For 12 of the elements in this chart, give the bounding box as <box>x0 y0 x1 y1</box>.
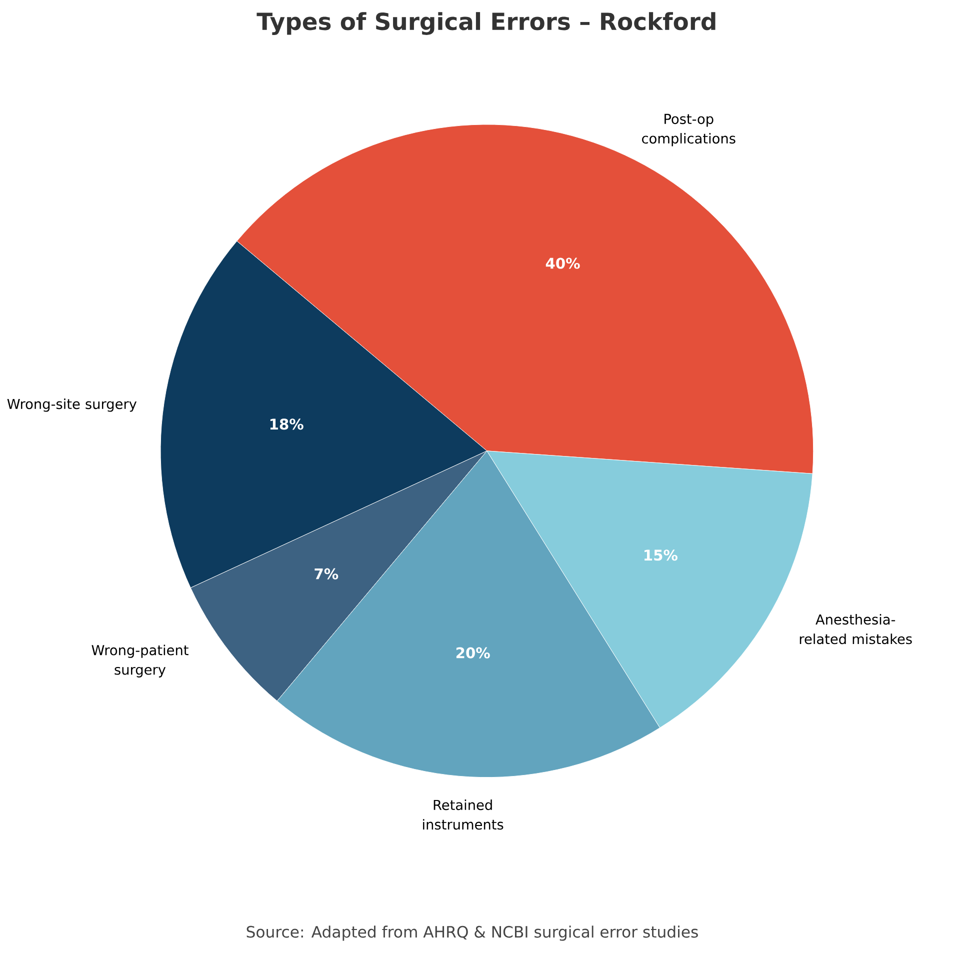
slice-label: Anesthesia-related mistakes <box>800 614 912 644</box>
data-label: 18% <box>270 418 304 430</box>
data-label: 7% <box>314 568 338 580</box>
slice-label: Wrong-site surgery <box>7 398 137 412</box>
slice-label: Wrong-patient surgery <box>92 644 188 678</box>
slice-label: Post-op complications <box>642 114 736 146</box>
data-label: 15% <box>644 550 678 561</box>
data-label: 40% <box>546 258 580 269</box>
source-note: Source: Adapted from AHRQ & NCBI surgical error studies <box>246 926 698 941</box>
chart-title: Types of Surgical Errors – Rockford <box>256 12 716 36</box>
slice-label: Retained instruments <box>423 800 504 830</box>
data-label: 20% <box>456 647 490 659</box>
